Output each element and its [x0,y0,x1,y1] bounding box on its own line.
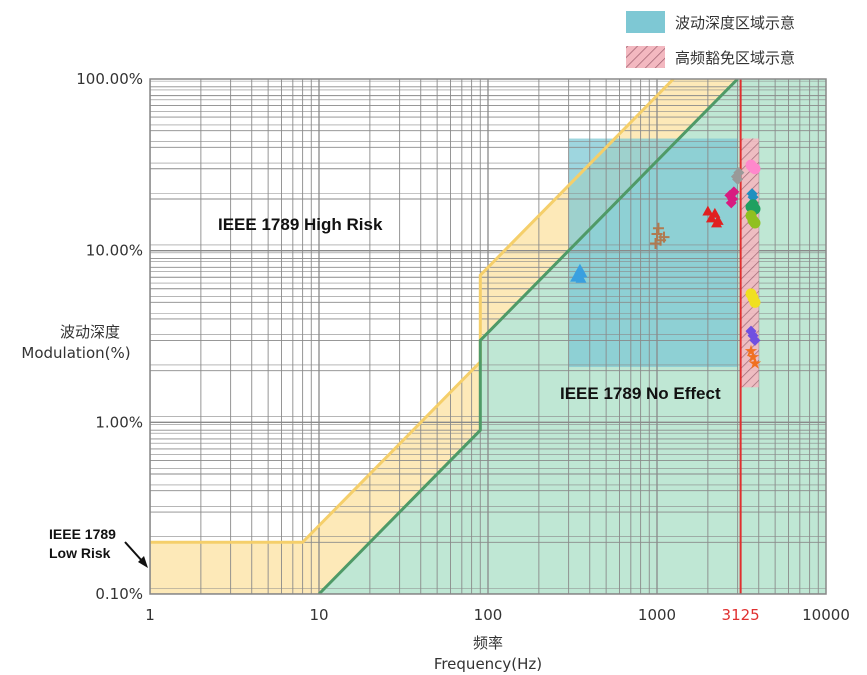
y-tick-label: 100.00% [76,70,143,88]
data-point [725,197,737,209]
data-point [749,296,761,308]
data-point [652,222,664,234]
data-point [732,173,744,185]
data-point [711,217,723,228]
data-point [658,231,670,243]
data-point [749,334,761,346]
y-tick-labels: 0.10% 1.00% 10.00% 100.00% [76,70,143,603]
data-point [745,288,757,300]
y-tick-label: 0.10% [95,585,143,603]
x-tick-label: 1 [145,606,155,624]
data-point [745,201,757,213]
x-tick-label: 1000 [638,606,676,624]
annotation-low-risk-line2: Low Risk [49,545,111,561]
data-point [748,357,762,369]
x-axis-title-cn: 频率 [473,634,503,652]
x-tick-label: 100 [474,606,503,624]
legend-swatch-exemption [626,46,665,68]
x-tick-label: 10 [309,606,328,624]
x-tick-label: 10000 [802,606,850,624]
scatter-markers [570,159,762,369]
annotation-low-risk-line1: IEEE 1789 [49,526,116,542]
data-point [745,325,757,337]
legend-swatch-modulation [626,11,665,33]
data-point [733,167,745,179]
low-risk-arrow-icon [124,541,148,568]
y-tick-label: 10.00% [86,242,143,260]
legend-label-modulation: 波动深度区域示意 [675,14,795,32]
x-tick-label: 3125 [722,606,760,624]
annotation-no-effect: IEEE 1789 No Effect [560,384,721,403]
data-point [746,350,760,363]
x-axis-title: Frequency(Hz) [434,655,542,673]
data-point [650,238,662,250]
no-effect-boundary-line [317,79,739,594]
data-point [651,228,663,240]
legend: 波动深度区域示意 高频豁免区域示意 [626,11,795,68]
annotation-high-risk: IEEE 1789 High Risk [218,215,383,234]
data-point [746,188,758,200]
data-point [749,163,761,175]
data-point [728,186,740,198]
data-point [575,272,587,283]
data-point [576,267,588,278]
x-tick-labels: 1 10 100 1000 3125 10000 [145,606,850,624]
data-point [745,210,757,222]
y-axis-title: Modulation(%) [21,344,130,362]
legend-label-exemption: 高频豁免区域示意 [675,49,795,67]
plot-frame [149,78,827,595]
data-point [744,344,758,357]
y-axis-title-cn: 波动深度 [60,323,120,341]
data-point [702,205,714,216]
y-tick-label: 1.00% [95,413,143,431]
